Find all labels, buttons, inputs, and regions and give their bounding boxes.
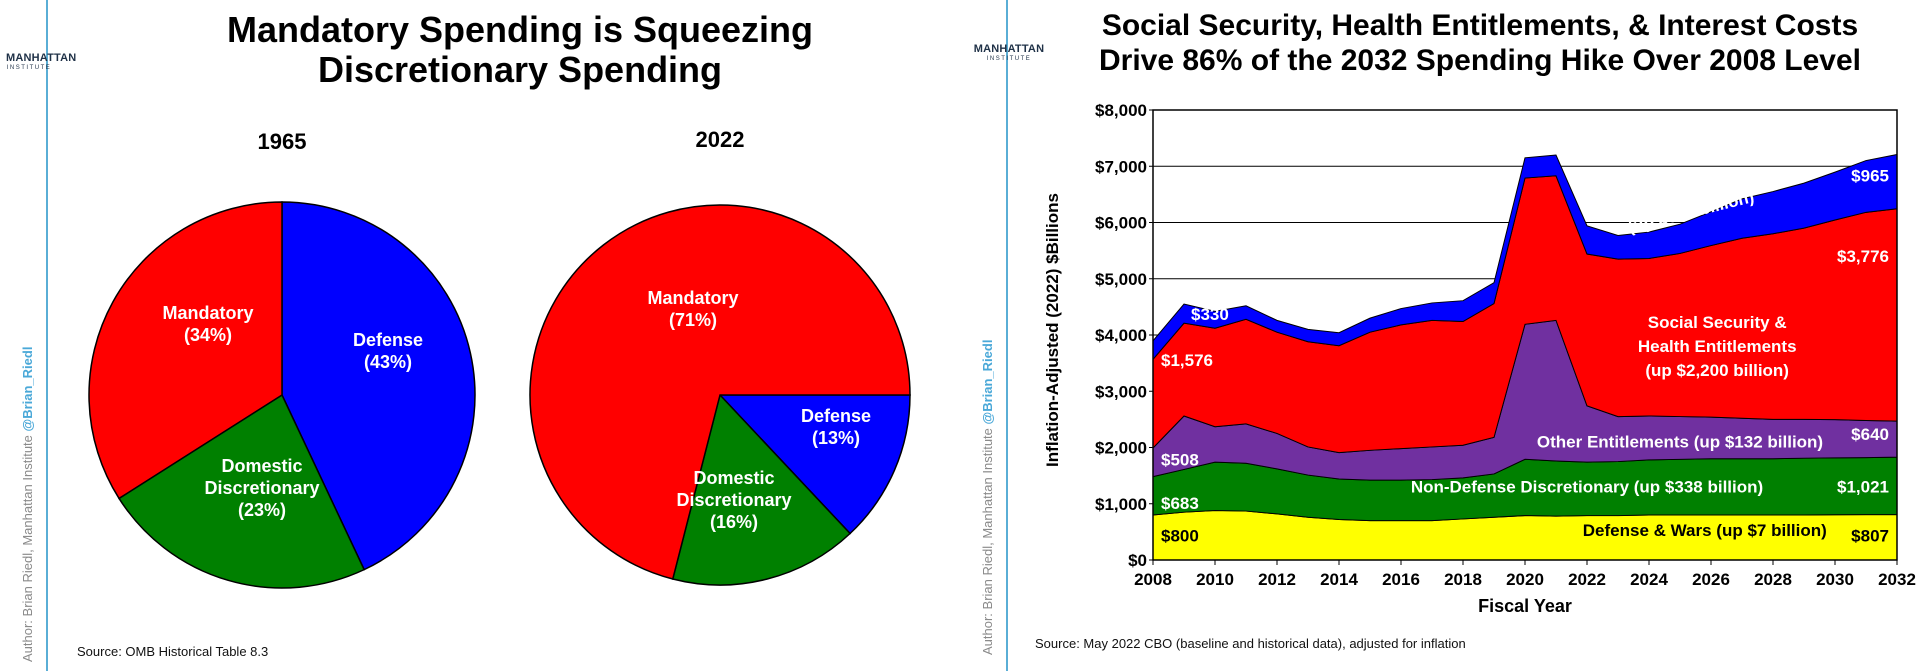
pie-slice-mandatory: [529, 204, 911, 580]
x-tick-label: 2022: [1568, 570, 1606, 589]
area-chart: $0 $1,000 $2,000 $3,000 $4,000 $5,000 $6,000 $7…: [1043, 101, 1916, 616]
left-source: Source: OMB Historical Table 8.3: [77, 644, 269, 659]
left-accent-line: [46, 0, 48, 671]
pie-slice-defense: [718, 394, 911, 535]
right-title-line1: Social Security, Health Entitlements, & …: [1101, 9, 1859, 42]
pie-slice-domestic-discretionary: [671, 393, 852, 586]
end-value-label: $807: [1851, 526, 1889, 545]
start-value-label: $683: [1161, 494, 1199, 513]
x-tick-label: 2024: [1630, 570, 1668, 589]
x-tick-label: 2028: [1754, 570, 1792, 589]
pie-2022: 2022 Defense (13%)Domestic Discretionary (16…: [529, 127, 911, 586]
x-tick-label: 2016: [1382, 570, 1420, 589]
y-tick-label: $5,000: [1095, 270, 1147, 289]
right-accent-line: [1006, 0, 1008, 671]
right-title: Social Security, Health Entitlements, & …: [1040, 8, 1920, 78]
x-tick-label: 2012: [1258, 570, 1296, 589]
pie-label-defense: Defense (13%): [801, 406, 871, 448]
series-label-non-defense-discretionary: Non-Defense Discretionary (up $338 billi…: [1411, 478, 1763, 497]
start-value-label: $330: [1191, 305, 1229, 324]
pie-label-mandatory: Mandatory (71%): [647, 288, 738, 330]
series-label-defense-wars: Defense & Wars (up $7 billion): [1583, 521, 1827, 540]
pie-label-mandatory: Mandatory (34%): [162, 303, 253, 345]
x-tick-label: 2010: [1196, 570, 1234, 589]
pie-label-domestic-discretionary: Domestic Discretionary (23%): [204, 456, 319, 520]
right-slide: MANHATTAN INSTITUTE Author: Brian Riedl,…: [960, 0, 1920, 671]
left-title: Mandatory Spending is Squeezing Discreti…: [120, 10, 920, 90]
right-source: Source: May 2022 CBO (baseline and histo…: [1035, 636, 1466, 651]
x-tick-label: 2020: [1506, 570, 1544, 589]
y-tick-label: $0: [1128, 551, 1147, 570]
left-logo-line2: INSTITUTE: [6, 65, 52, 71]
left-title-line1: Mandatory Spending is Squeezing: [226, 9, 814, 50]
x-tick-label: 2032: [1878, 570, 1916, 589]
x-tick-label: 2026: [1692, 570, 1730, 589]
end-value-label: $1,021: [1837, 478, 1889, 497]
y-tick-label: $1,000: [1095, 495, 1147, 514]
left-slide: MANHATTAN INSTITUTE Author: Brian Riedl,…: [6, 0, 920, 671]
pie-slice-defense: [281, 201, 476, 571]
series-label-social-security-health-entitlements: Social Security & Health Entitlements (up …: [1638, 313, 1797, 380]
pie-label-defense: Defense (43%): [353, 330, 423, 372]
y-tick-label: $2,000: [1095, 439, 1147, 458]
end-value-label: $3,776: [1837, 247, 1889, 266]
pie-label-domestic-discretionary: Domestic Discretionary (16%): [676, 468, 791, 532]
y-tick-label: $6,000: [1095, 214, 1147, 233]
pie-charts: 1965 Defense (43%) Domestic Discretionary (23…: [88, 127, 911, 589]
right-logo-line2: INSTITUTE: [986, 56, 1032, 62]
y-tick-label: $4,000: [1095, 326, 1147, 345]
area-plot: $0 $1,000 $2,000 $3,000 $4,000 $5,000 $6,000 $7…: [1043, 101, 1916, 616]
start-value-label: $800: [1161, 526, 1199, 545]
end-value-label: $640: [1851, 425, 1889, 444]
pie-slice-domestic-discretionary: [118, 393, 366, 589]
start-value-label: $1,576: [1161, 351, 1213, 370]
pie-title: 1965: [258, 129, 307, 154]
y-tick-label: $3,000: [1095, 382, 1147, 401]
left-title-line2: Discretionary Spending: [317, 49, 723, 90]
y-tick-label: $7,000: [1095, 157, 1147, 176]
series-label-other-entitlements: Other Entitlements (up $132 billion): [1537, 433, 1823, 452]
x-tick-label: 2014: [1320, 570, 1358, 589]
right-logo-line1: MANHATTAN: [973, 43, 1045, 55]
start-value-label: $508: [1161, 451, 1199, 470]
right-title-line2: Drive 86% of the 2032 Spending Hike Over…: [1098, 44, 1861, 77]
pie-title: 2022: [696, 127, 745, 152]
x-tick-label: 2018: [1444, 570, 1482, 589]
pie-slice-mandatory: [88, 201, 283, 500]
y-tick-label: $8,000: [1095, 101, 1147, 120]
x-tick-label: 2030: [1816, 570, 1854, 589]
right-manhattan-logo: MANHATTAN INSTITUTE: [966, 43, 1052, 62]
x-axis-title: Fiscal Year: [1478, 596, 1572, 616]
end-value-label: $965: [1851, 166, 1889, 185]
pie-1965: 1965 Defense (43%) Domestic Discretionary (23…: [88, 129, 476, 589]
x-tick-label: 2008: [1134, 570, 1172, 589]
y-axis-title: Inflation-Adjusted (2022) $Billions: [1043, 193, 1062, 467]
